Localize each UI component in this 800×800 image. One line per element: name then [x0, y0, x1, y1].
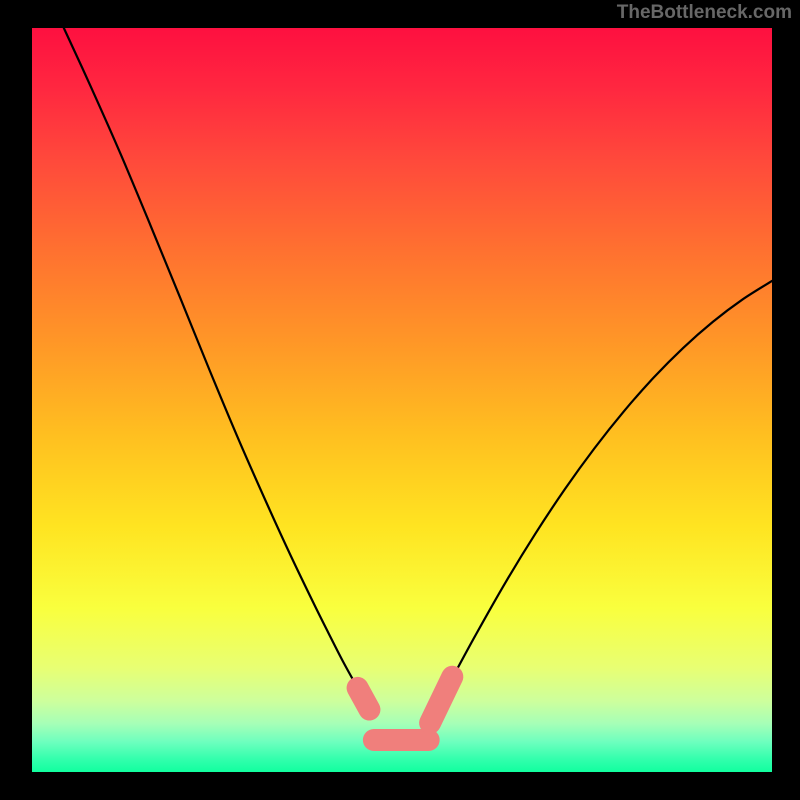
watermark-text: TheBottleneck.com [617, 2, 792, 23]
valley-marker-0 [358, 688, 370, 710]
curve-layer [32, 28, 772, 772]
watermark: TheBottleneck.com [617, 2, 792, 24]
valley-marker-2 [430, 677, 452, 723]
left-curve [64, 28, 367, 705]
plot-area [32, 28, 772, 772]
right-curve [439, 281, 772, 704]
